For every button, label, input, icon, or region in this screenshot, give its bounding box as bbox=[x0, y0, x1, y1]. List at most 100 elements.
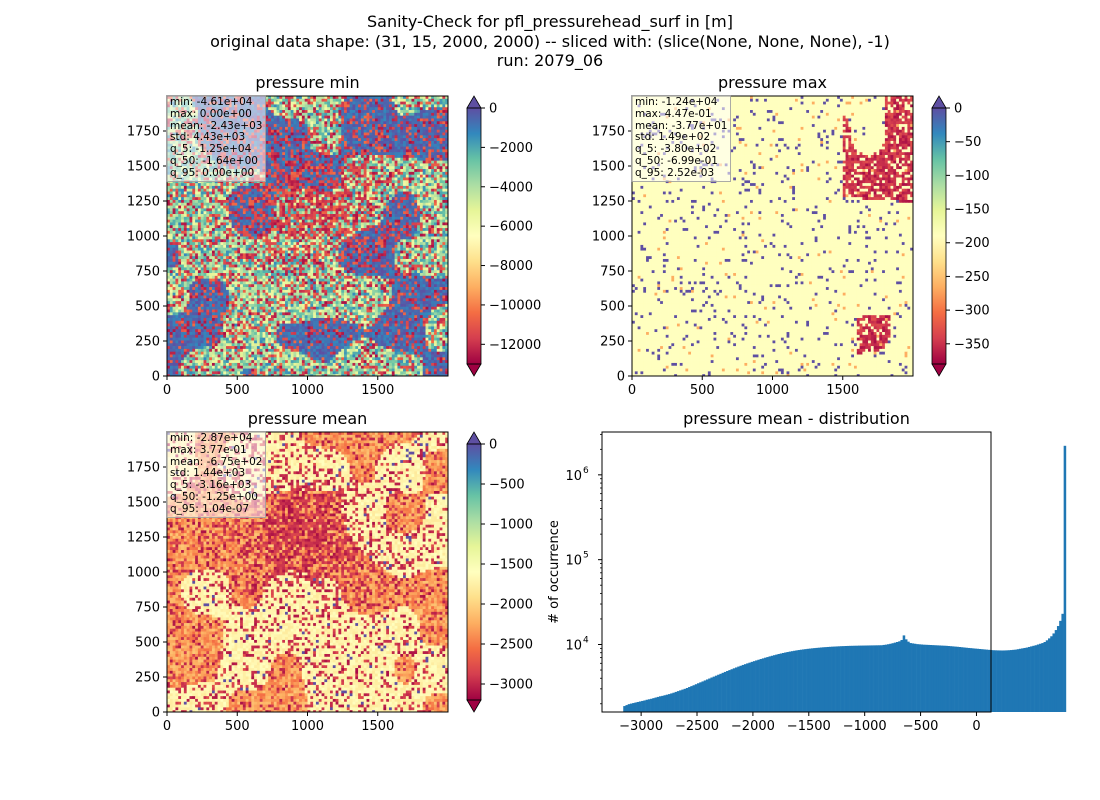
heatmap-cell bbox=[380, 155, 384, 159]
heatmap-cell bbox=[422, 180, 426, 184]
heatmap-cell bbox=[183, 191, 188, 195]
heatmap-cell bbox=[411, 197, 415, 201]
heatmap-cell bbox=[209, 199, 213, 204]
heatmap-cell bbox=[189, 185, 193, 190]
heatmap-cell bbox=[276, 96, 280, 100]
heatmap-cell bbox=[290, 219, 294, 223]
heatmap-cell bbox=[217, 219, 221, 223]
heatmap-cell bbox=[318, 188, 322, 192]
heatmap-cell bbox=[355, 222, 359, 226]
heatmap-cell bbox=[383, 146, 387, 150]
heatmap-cell bbox=[386, 155, 390, 159]
heatmap-cell bbox=[197, 214, 202, 218]
heatmap-cell bbox=[431, 216, 435, 220]
heatmap-cell bbox=[310, 149, 314, 153]
heatmap-cell bbox=[287, 124, 291, 128]
heatmap-cell bbox=[394, 152, 398, 156]
heatmap-cell bbox=[296, 140, 300, 145]
heatmap-cell bbox=[327, 96, 331, 100]
heatmap-cell bbox=[276, 160, 280, 164]
heatmap-cell bbox=[313, 140, 317, 145]
heatmap-cell bbox=[408, 157, 412, 161]
heatmap-cell bbox=[293, 219, 297, 223]
heatmap-cell bbox=[178, 199, 182, 204]
heatmap-cell bbox=[192, 197, 196, 201]
heatmap-cell bbox=[279, 180, 283, 184]
heatmap-cell bbox=[386, 126, 390, 131]
heatmap-cell bbox=[248, 222, 252, 226]
heatmap-cell bbox=[324, 138, 328, 142]
heatmap-cell bbox=[287, 160, 291, 164]
heatmap-cell bbox=[206, 211, 210, 215]
heatmap-cell bbox=[203, 180, 207, 184]
heatmap-cell bbox=[425, 157, 429, 161]
heatmap-cell bbox=[313, 169, 317, 173]
heatmap-cell bbox=[445, 208, 448, 212]
heatmap-cell bbox=[329, 222, 334, 226]
heatmap-cell bbox=[377, 216, 381, 220]
heatmap-cell bbox=[372, 171, 376, 176]
heatmap-cell bbox=[366, 171, 370, 176]
heatmap-cell bbox=[374, 101, 379, 105]
heatmap-cell bbox=[405, 112, 410, 117]
heatmap-cell bbox=[217, 197, 221, 201]
heatmap-cell bbox=[287, 110, 291, 114]
heatmap-cell bbox=[355, 205, 359, 209]
heatmap-cell bbox=[268, 230, 272, 235]
heatmap-cell bbox=[422, 135, 426, 139]
heatmap-cell bbox=[360, 112, 365, 117]
heatmap-cell bbox=[287, 115, 291, 119]
heatmap-cell bbox=[411, 160, 415, 164]
heatmap-cell bbox=[369, 135, 373, 139]
heatmap-cell bbox=[417, 140, 421, 145]
heatmap-cell bbox=[439, 146, 443, 150]
heatmap-cell bbox=[186, 233, 190, 237]
heatmap-cell bbox=[273, 124, 277, 128]
heatmap-cell bbox=[422, 101, 426, 105]
heatmap-cell bbox=[439, 107, 443, 111]
heatmap-cell bbox=[338, 107, 342, 111]
heatmap-cell bbox=[290, 216, 294, 220]
heatmap-cell bbox=[372, 222, 376, 226]
heatmap-cell bbox=[248, 211, 252, 215]
heatmap-cell bbox=[422, 222, 426, 226]
heatmap-cell bbox=[265, 143, 269, 147]
heatmap-cell bbox=[360, 126, 365, 131]
heatmap-cell bbox=[408, 197, 412, 201]
heatmap-cell bbox=[245, 222, 249, 226]
heatmap-cell bbox=[377, 233, 381, 237]
heatmap-cell bbox=[344, 191, 348, 195]
heatmap-cell bbox=[344, 166, 348, 170]
heatmap-cell bbox=[366, 205, 370, 209]
heatmap-cell bbox=[290, 214, 294, 218]
heatmap-cell bbox=[270, 185, 275, 190]
heatmap-cell bbox=[366, 202, 370, 206]
heatmap-cell bbox=[315, 98, 320, 102]
heatmap-cell bbox=[363, 163, 367, 167]
heatmap-cell bbox=[265, 177, 269, 181]
heatmap-cell bbox=[265, 228, 269, 232]
heatmap-cell bbox=[231, 194, 235, 198]
heatmap-cell bbox=[324, 152, 328, 156]
heatmap-cell bbox=[265, 197, 269, 201]
heatmap-cell bbox=[425, 183, 429, 187]
heatmap-cell bbox=[400, 155, 404, 159]
heatmap-cell bbox=[349, 225, 353, 229]
heatmap-cell bbox=[310, 126, 314, 131]
heatmap-cell bbox=[234, 194, 238, 198]
heatmap-cell bbox=[439, 180, 443, 184]
heatmap-cell bbox=[285, 174, 289, 178]
heatmap-cell bbox=[386, 140, 390, 145]
heatmap-cell bbox=[358, 124, 362, 128]
heatmap-cell bbox=[321, 115, 325, 119]
heatmap-cell bbox=[408, 149, 412, 153]
heatmap-cell bbox=[417, 157, 421, 161]
heatmap-cell bbox=[276, 197, 280, 201]
heatmap-cell bbox=[265, 216, 269, 220]
heatmap-cell bbox=[436, 166, 440, 170]
heatmap-cell bbox=[228, 188, 232, 192]
heatmap-cell bbox=[380, 157, 384, 161]
heatmap-cell bbox=[439, 135, 443, 139]
heatmap-cell bbox=[344, 140, 348, 145]
heatmap-cell bbox=[268, 225, 272, 229]
